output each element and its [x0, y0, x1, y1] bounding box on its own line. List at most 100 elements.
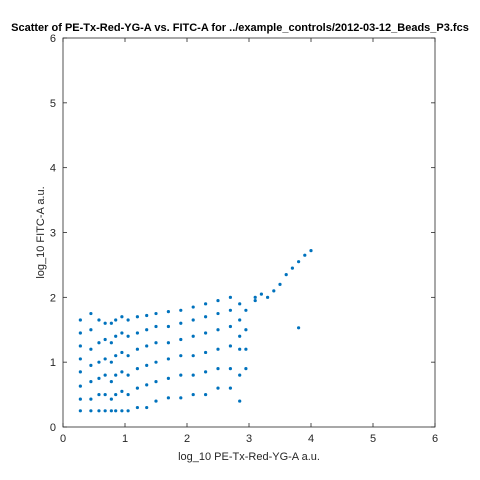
data-point: [238, 399, 242, 403]
data-point: [272, 289, 276, 293]
data-point: [126, 373, 130, 377]
data-point: [120, 409, 124, 413]
data-point: [238, 373, 242, 377]
data-point: [204, 392, 208, 397]
data-point: [266, 295, 270, 299]
data-point: [145, 313, 149, 318]
data-point: [179, 321, 183, 325]
data-point: [238, 302, 242, 306]
x-tick-label: 2: [184, 433, 190, 445]
data-point: [145, 328, 149, 332]
data-point: [97, 392, 101, 397]
data-point: [179, 373, 183, 377]
data-point: [244, 367, 248, 371]
data-point: [216, 311, 220, 316]
data-point: [135, 315, 139, 319]
data-point: [238, 334, 242, 338]
data-point: [145, 344, 149, 348]
data-point: [154, 324, 158, 329]
data-point: [103, 373, 107, 377]
data-point: [179, 396, 183, 400]
chart-title: Scatter of PE-Tx-Red-YG-A vs. FITC-A for…: [11, 22, 469, 34]
data-point: [120, 350, 124, 355]
data-point: [78, 397, 82, 401]
data-point: [191, 392, 195, 397]
data-point: [154, 380, 158, 384]
y-tick-label: 6: [50, 33, 56, 45]
data-point: [154, 399, 158, 403]
x-tick-label: 6: [432, 433, 438, 445]
data-point: [191, 305, 195, 309]
data-point: [103, 392, 107, 397]
data-point: [297, 260, 301, 264]
data-point: [135, 386, 139, 390]
data-point: [78, 384, 82, 388]
data-point: [114, 354, 118, 358]
data-point: [78, 357, 82, 361]
data-point: [228, 344, 232, 348]
data-point: [228, 367, 232, 371]
data-point: [228, 386, 232, 390]
data-point: [78, 370, 82, 374]
data-point: [191, 334, 195, 338]
data-point: [97, 409, 101, 413]
data-point: [228, 308, 232, 312]
data-point: [154, 341, 158, 345]
data-point: [97, 376, 101, 380]
x-tick-label: 3: [246, 433, 252, 445]
data-point: [97, 341, 101, 345]
plot-area: [63, 38, 435, 427]
data-point: [166, 310, 170, 314]
data-point: [109, 380, 113, 384]
data-point: [126, 409, 130, 413]
data-point: [166, 324, 170, 329]
y-tick-label: 4: [50, 163, 56, 175]
data-point: [89, 397, 93, 401]
data-point: [78, 409, 82, 413]
data-point: [135, 367, 139, 371]
data-point: [179, 354, 183, 358]
data-point: [89, 347, 93, 351]
data-point: [253, 298, 257, 303]
data-point: [216, 328, 220, 332]
data-point: [109, 321, 113, 325]
y-tick-label: 3: [50, 228, 56, 240]
data-point: [238, 347, 242, 351]
data-point: [166, 376, 170, 380]
data-point: [103, 357, 107, 361]
data-point: [126, 334, 130, 338]
data-point: [120, 331, 124, 335]
data-point: [114, 373, 118, 377]
data-point: [216, 386, 220, 390]
data-point: [204, 302, 208, 306]
x-tick-label: 4: [308, 433, 314, 445]
data-point: [216, 298, 220, 303]
data-point: [309, 249, 313, 253]
data-point: [303, 253, 307, 257]
y-tick-label: 5: [50, 98, 56, 110]
data-point: [284, 273, 288, 277]
data-point: [78, 318, 82, 322]
x-tick-label: 5: [370, 433, 376, 445]
data-point: [135, 331, 139, 335]
data-point: [89, 409, 93, 413]
data-point: [216, 367, 220, 371]
data-point: [145, 383, 149, 387]
data-point: [103, 321, 107, 325]
data-point: [244, 328, 248, 332]
data-point: [97, 360, 101, 364]
data-point: [103, 409, 107, 413]
data-point: [244, 308, 248, 312]
y-tick-label: 0: [50, 422, 56, 434]
data-point: [278, 282, 282, 286]
data-point: [297, 326, 301, 330]
data-point: [109, 360, 113, 364]
data-point: [154, 360, 158, 364]
data-point: [126, 354, 130, 358]
data-point: [191, 354, 195, 358]
data-point: [114, 392, 118, 397]
data-point: [166, 357, 170, 361]
data-point: [204, 350, 208, 355]
data-point: [253, 295, 257, 299]
data-point: [120, 315, 124, 319]
